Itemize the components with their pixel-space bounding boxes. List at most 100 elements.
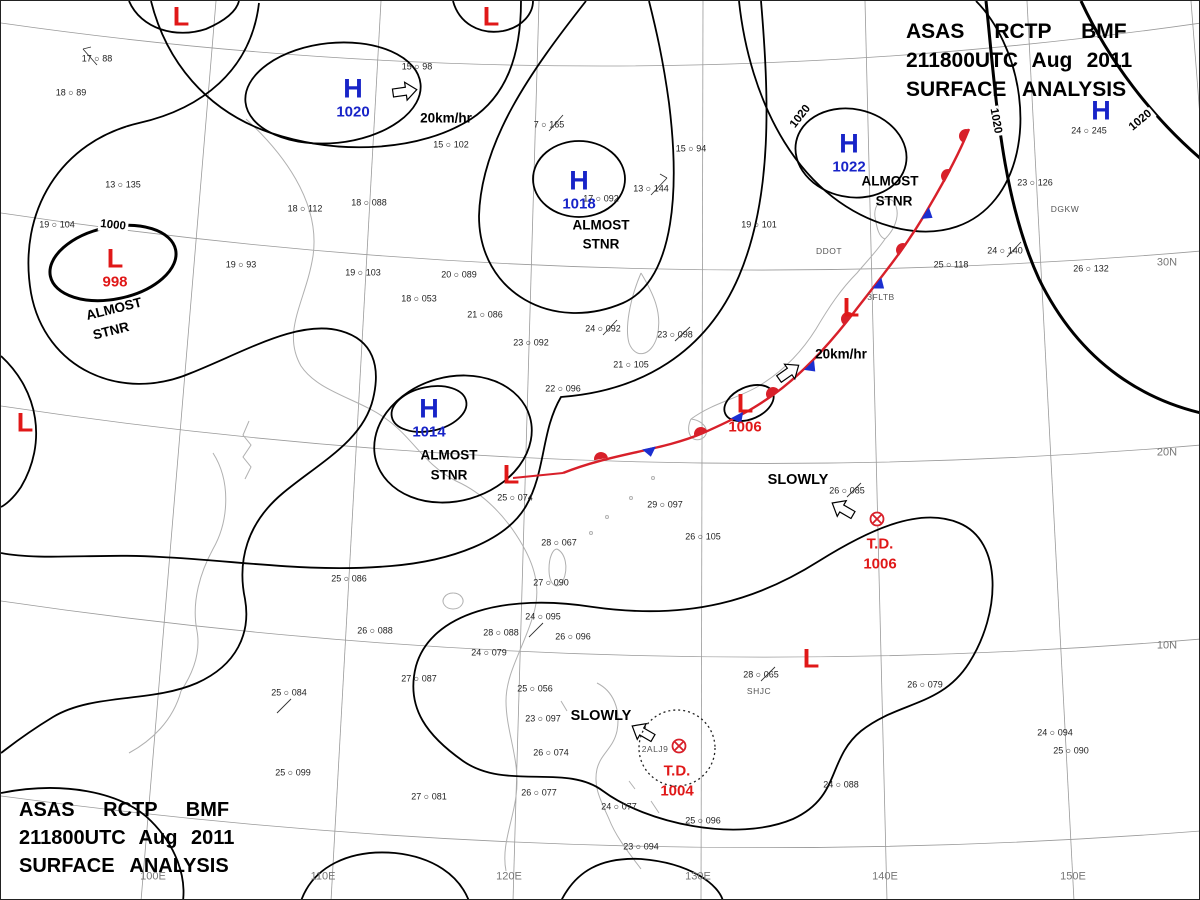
longitude-label: 100E — [140, 870, 166, 883]
coastlines — [128, 118, 898, 872]
station-plot: 23 ○ 126 — [1017, 177, 1053, 188]
td-label: T.D. — [866, 535, 894, 553]
low-symbol: L — [106, 243, 124, 274]
high-pressure: 1018 — [562, 195, 596, 213]
station-plot: 13 ○ 144 — [633, 183, 669, 194]
station-id: DDOT — [815, 245, 843, 256]
station-plot: 18 ○ 112 — [287, 203, 323, 214]
station-plot: 28 ○ 065 — [743, 669, 779, 680]
station-plot: 13 ○ 135 — [105, 179, 141, 190]
station-plot: 24 ○ 095 — [525, 611, 561, 622]
latitude-label: 10N — [1156, 639, 1178, 652]
td-symbol-icon — [869, 511, 885, 527]
isobar-label: 1020 — [787, 101, 815, 133]
isobar-label: 1020 — [1125, 107, 1157, 135]
stationary-front — [512, 128, 971, 479]
td-pressure: 1006 — [863, 555, 897, 573]
station-plot: 26 ○ 079 — [907, 679, 943, 690]
chart-title-line2: 211800UTC Aug 2011 — [19, 827, 235, 849]
station-plot: 26 ○ 077 — [521, 787, 557, 798]
longitude-label: 110E — [310, 870, 336, 883]
station-plot: 15 ○ 94 — [675, 143, 707, 154]
movement-note: ALMOST — [572, 217, 630, 233]
station-plot: 26 ○ 105 — [685, 531, 721, 542]
station-plot: 21 ○ 086 — [467, 309, 503, 320]
station-plot: 21 ○ 105 — [613, 359, 649, 370]
station-plot: 24 ○ 079 — [471, 647, 507, 658]
latitude-label: 30N — [1156, 256, 1178, 269]
low-symbol: L — [172, 1, 190, 32]
motion-arrows — [391, 81, 856, 743]
station-plot: 19 ○ 103 — [345, 267, 381, 278]
station-plot: 18 ○ 053 — [401, 293, 437, 304]
station-plot: 17 ○ 88 — [81, 53, 113, 64]
station-plot: 25 ○ 086 — [331, 573, 367, 584]
station-plot: 25 ○ 118 — [933, 259, 969, 270]
movement-note: STNR — [582, 236, 620, 252]
arrow-icon — [831, 499, 856, 520]
station-plot: 22 ○ 096 — [545, 383, 581, 394]
station-plot: 25 ○ 056 — [517, 683, 553, 694]
movement-note: ALMOST — [420, 447, 478, 463]
station-plot: 15 ○ 102 — [433, 139, 469, 150]
chart-title-line1: ASAS RCTP BMF — [19, 799, 230, 821]
warm-front-semicircles — [594, 129, 969, 461]
isobar-label: 1020 — [986, 105, 1004, 137]
station-plot: 28 ○ 088 — [483, 627, 519, 638]
station-plot: 24 ○ 088 — [823, 779, 859, 790]
wind-barbs — [82, 46, 1022, 714]
station-plot: 26 ○ 074 — [533, 747, 569, 758]
high-symbol: H — [1091, 95, 1111, 126]
station-plot: 26 ○ 096 — [555, 631, 591, 642]
station-plot: 26 ○ 085 — [829, 485, 865, 496]
low-symbol: L — [842, 292, 860, 323]
station-plot: 27 ○ 090 — [533, 577, 569, 588]
latitude-label: 20N — [1156, 446, 1178, 459]
arrow-icon — [631, 722, 656, 743]
station-plot: 26 ○ 088 — [357, 625, 393, 636]
station-id: 2ALJ9 — [641, 743, 669, 754]
station-plot: 23 ○ 092 — [513, 337, 549, 348]
movement-note: STNR — [91, 319, 131, 343]
chart-title-top-right: ASAS RCTP BMF 211800UTC Aug 2011 SURFACE… — [906, 17, 1191, 104]
chart-title-line3: SURFACE ANALYSIS — [19, 855, 229, 877]
chart-title-line3: SURFACE ANALYSIS — [906, 78, 1127, 101]
station-plot: 24 ○ 140 — [987, 245, 1023, 256]
high-pressure: 1022 — [832, 158, 866, 176]
speed-label: 20km/hr — [420, 110, 472, 126]
speed-label: 20km/hr — [815, 346, 867, 362]
low-symbol: L — [16, 407, 34, 438]
chart-title-line2: 211800UTC Aug 2011 — [906, 49, 1133, 72]
station-plot: 27 ○ 087 — [401, 673, 437, 684]
station-plot: 25 ○ 099 — [275, 767, 311, 778]
station-plot: 25 ○ 090 — [1053, 745, 1089, 756]
station-plot: 24 ○ 077 — [601, 801, 637, 812]
low-symbol: L — [736, 388, 754, 419]
movement-note: STNR — [875, 193, 913, 209]
station-plot: 23 ○ 097 — [525, 713, 561, 724]
station-id: SHJC — [746, 685, 772, 696]
station-plot: 24 ○ 094 — [1037, 727, 1073, 738]
station-plot: 19 ○ 104 — [39, 219, 75, 230]
station-plot: 17 ○ 092 — [583, 193, 619, 204]
station-plot: 28 ○ 067 — [541, 537, 577, 548]
station-plot: 24 ○ 245 — [1071, 125, 1107, 136]
td-pressure: 1004 — [660, 782, 694, 800]
longitude-label: 120E — [496, 870, 522, 883]
station-plot: 20 ○ 089 — [441, 269, 477, 280]
station-plot: 24 ○ 092 — [585, 323, 621, 334]
movement-note: ALMOST — [861, 173, 919, 189]
chart-title-bottom-left: ASAS RCTP BMF 211800UTC Aug 2011 SURFACE… — [19, 796, 294, 880]
td-dotted-ring — [638, 709, 716, 787]
high-symbol: H — [569, 165, 589, 196]
station-plot: 25 ○ 074 — [497, 492, 533, 503]
arrow-icon — [391, 81, 418, 102]
station-plot: 19 ○ 93 — [225, 259, 257, 270]
high-symbol: H — [839, 128, 859, 159]
station-plot: 27 ○ 081 — [411, 791, 447, 802]
station-plot: 29 ○ 097 — [647, 499, 683, 510]
low-symbol: L — [802, 643, 820, 674]
